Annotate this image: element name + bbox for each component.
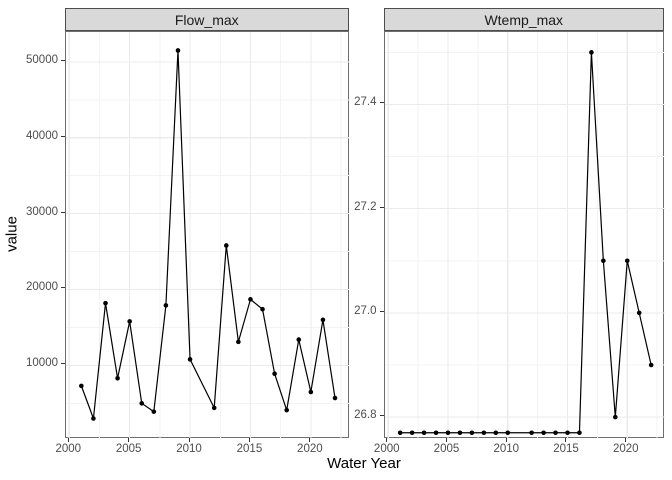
data-point bbox=[211, 405, 217, 410]
series-line bbox=[80, 49, 336, 419]
x-tick-mark bbox=[625, 437, 627, 442]
data-point bbox=[612, 414, 618, 419]
x-tick-label: 2005 bbox=[115, 442, 142, 455]
data-point bbox=[648, 362, 653, 367]
y-tick-mark bbox=[379, 206, 384, 208]
y-tick-mark bbox=[61, 59, 65, 61]
x-tick-label: 2015 bbox=[553, 442, 579, 455]
data-point bbox=[492, 429, 498, 435]
panel-canvas bbox=[66, 31, 350, 439]
data-point bbox=[332, 395, 338, 400]
data-point bbox=[127, 318, 132, 324]
grid-minor bbox=[66, 31, 350, 439]
series-points bbox=[79, 47, 338, 421]
data-point bbox=[272, 370, 277, 376]
y-tick-label: 30000 bbox=[26, 205, 58, 218]
y-tick-label: 27.4 bbox=[354, 96, 377, 109]
data-point bbox=[320, 317, 326, 322]
grid-major bbox=[66, 31, 350, 439]
y-tick-label: 27.2 bbox=[354, 200, 377, 213]
y-tick-mark bbox=[379, 415, 384, 417]
data-point bbox=[79, 383, 84, 388]
data-point bbox=[540, 429, 546, 435]
data-point bbox=[397, 429, 402, 435]
plot-panel-wtemp-max bbox=[383, 30, 665, 439]
y-axis-title: value bbox=[3, 216, 21, 252]
x-tick-mark bbox=[505, 437, 507, 442]
y-tick-mark bbox=[61, 135, 65, 137]
grid-minor bbox=[384, 31, 665, 439]
data-point bbox=[421, 429, 426, 435]
x-axis-title: Water Year bbox=[327, 455, 401, 472]
data-point bbox=[469, 429, 474, 435]
x-tick-label: 2000 bbox=[55, 442, 82, 455]
x-tick-label: 2010 bbox=[493, 442, 520, 455]
data-point bbox=[187, 356, 193, 362]
x-tick-mark bbox=[386, 437, 388, 442]
y-tick-mark bbox=[379, 102, 384, 104]
data-point bbox=[151, 408, 157, 414]
data-point bbox=[457, 429, 462, 435]
y-tick-label: 40000 bbox=[26, 129, 58, 142]
x-tick-mark bbox=[248, 437, 250, 442]
data-point bbox=[103, 300, 108, 305]
facet-strip-wtemp-max: Wtemp_max bbox=[383, 8, 664, 31]
data-point bbox=[91, 415, 96, 421]
x-tick-label: 2020 bbox=[297, 442, 323, 455]
data-point bbox=[163, 302, 169, 308]
data-point bbox=[528, 429, 534, 435]
data-point bbox=[504, 429, 510, 435]
facet-strip-label: Wtemp_max bbox=[484, 11, 564, 28]
x-tick-label: 2020 bbox=[612, 442, 639, 455]
series-points bbox=[397, 49, 653, 435]
data-point bbox=[552, 429, 558, 435]
data-point bbox=[433, 429, 438, 435]
data-point bbox=[600, 257, 606, 263]
data-point bbox=[624, 257, 630, 263]
x-tick-mark bbox=[445, 437, 447, 442]
series-line bbox=[399, 51, 652, 433]
x-tick-label: 2015 bbox=[236, 442, 263, 455]
y-tick-label: 20000 bbox=[26, 281, 58, 294]
x-tick-mark bbox=[565, 437, 567, 442]
x-tick-mark bbox=[188, 437, 190, 442]
data-point bbox=[564, 429, 570, 435]
data-point bbox=[481, 429, 486, 435]
y-tick-label: 26.8 bbox=[354, 409, 377, 422]
data-point bbox=[115, 375, 120, 381]
data-point bbox=[223, 242, 229, 248]
data-point bbox=[260, 306, 265, 312]
data-point bbox=[308, 389, 314, 394]
data-point bbox=[636, 310, 642, 315]
x-tick-mark bbox=[309, 437, 311, 442]
plot-panel-flow-max bbox=[65, 30, 350, 439]
y-tick-mark bbox=[379, 310, 384, 312]
facet-strip-flow-max: Flow_max bbox=[65, 8, 349, 31]
data-point bbox=[236, 339, 241, 344]
data-point bbox=[445, 429, 450, 435]
y-tick-label: 50000 bbox=[26, 53, 58, 66]
x-tick-label: 2005 bbox=[433, 442, 460, 455]
y-tick-label: 27.0 bbox=[354, 304, 377, 317]
x-tick-label: 2010 bbox=[176, 442, 202, 455]
x-tick-mark bbox=[67, 437, 69, 442]
data-point bbox=[248, 296, 253, 302]
data-point bbox=[139, 400, 145, 406]
data-point bbox=[409, 429, 414, 435]
x-tick-label: 2000 bbox=[373, 442, 400, 455]
facet-strip-label: Flow_max bbox=[174, 11, 239, 28]
data-point bbox=[576, 429, 582, 435]
y-tick-label: 10000 bbox=[26, 357, 58, 370]
grid-major bbox=[384, 31, 665, 439]
data-point bbox=[284, 407, 289, 412]
y-tick-mark bbox=[61, 363, 65, 365]
data-point bbox=[588, 49, 594, 55]
data-point bbox=[175, 47, 181, 53]
x-tick-mark bbox=[128, 437, 130, 442]
y-tick-mark bbox=[61, 211, 65, 213]
y-tick-mark bbox=[61, 287, 65, 289]
data-point bbox=[296, 336, 302, 342]
panel-canvas bbox=[384, 31, 665, 439]
